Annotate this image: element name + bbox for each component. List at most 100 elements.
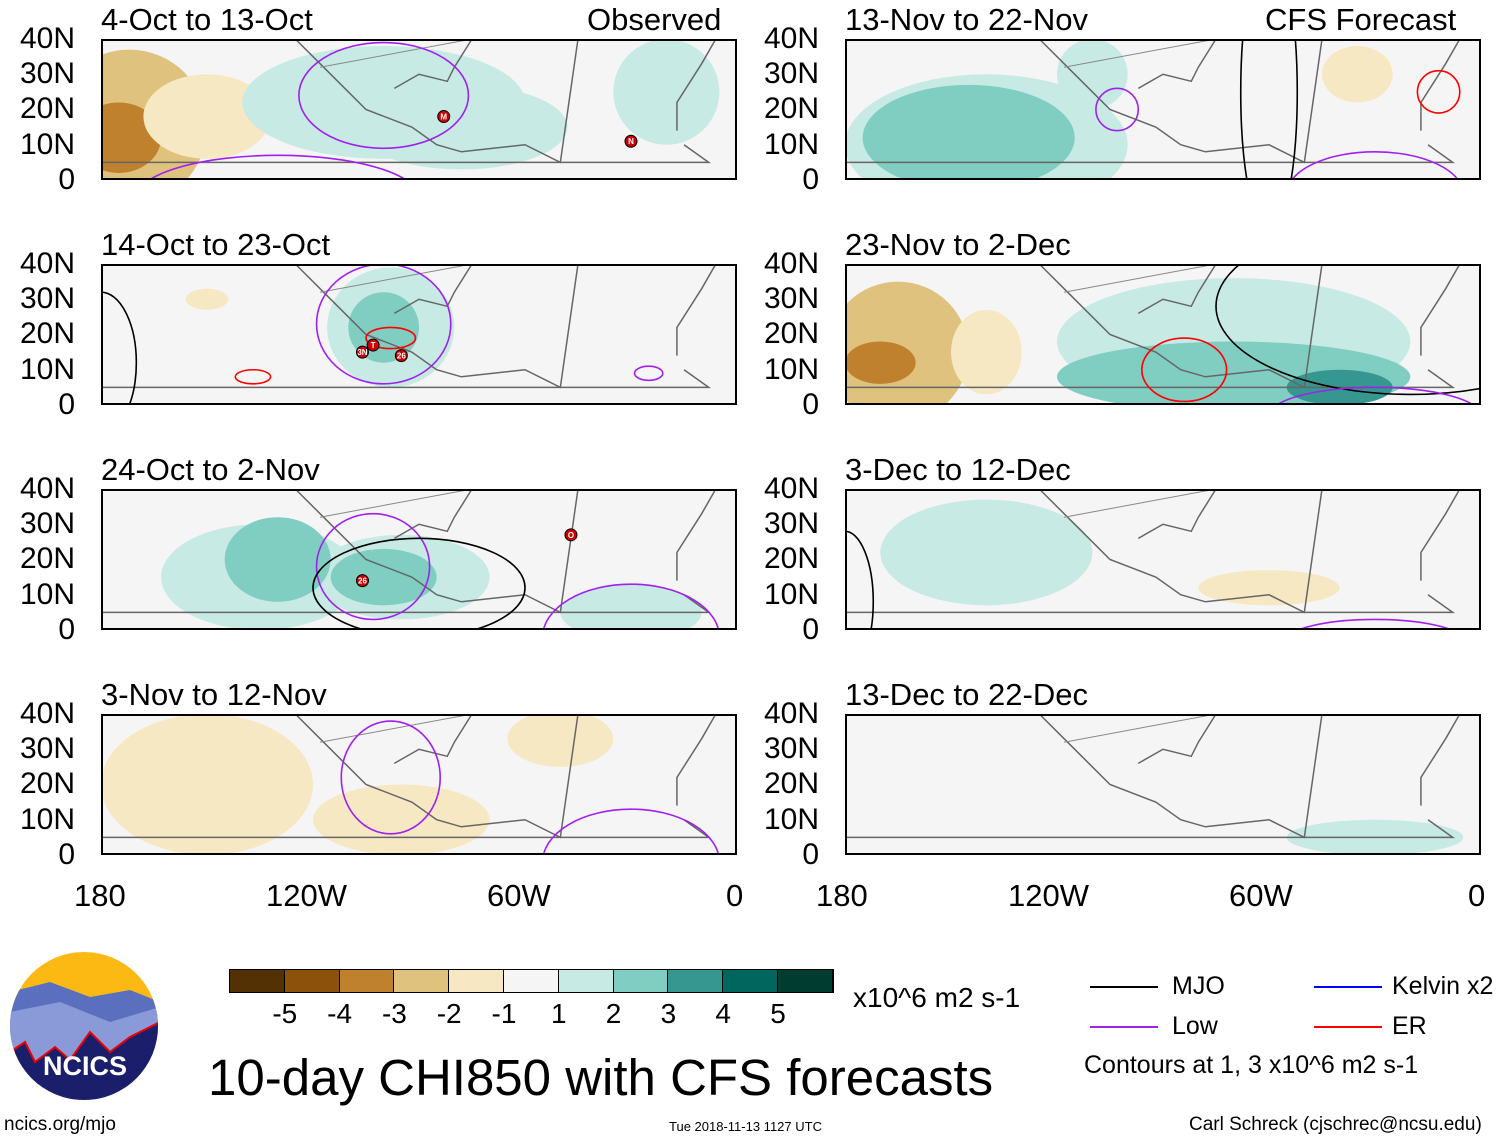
panel-frame [101, 714, 737, 855]
lat-tick: 0 [802, 837, 819, 871]
colorbar-frame [229, 969, 834, 993]
coastline [845, 39, 1461, 164]
map-panel [845, 714, 1481, 855]
lon-tick: 0 [726, 878, 744, 913]
colorbar-label: 3 [660, 998, 677, 1029]
legend-label: MJO [1172, 972, 1225, 1000]
lat-tick: 20N [763, 92, 819, 126]
colorbar-label: 2 [605, 998, 622, 1029]
panel-title: 23-Nov to 2-Dec [845, 227, 1071, 262]
coastline [845, 489, 1461, 614]
lat-tick: 10N [19, 802, 75, 836]
lat-tick: 20N [19, 767, 75, 801]
wave-contour [1290, 151, 1460, 180]
wave-contour [1215, 264, 1481, 396]
map-panel [845, 39, 1481, 180]
colorbar-units: x10^6 m2 s-1 [853, 982, 1021, 1013]
storm-marker-icon [355, 574, 369, 588]
lat-tick: 0 [58, 837, 75, 871]
storm-label: 26 [358, 577, 367, 586]
border-line [1063, 39, 1217, 68]
legend-low: Low [1090, 1012, 1218, 1041]
colorbar-swatch [394, 970, 450, 992]
colorbar-swatch [723, 970, 778, 992]
logo-text: NCICS [43, 1051, 127, 1081]
lat-tick: 20N [763, 767, 819, 801]
border-line [319, 39, 473, 68]
colorbar-swatch [558, 970, 614, 992]
footer-url[interactable]: ncics.org/mjo [4, 1114, 116, 1135]
wave-contour [633, 365, 664, 382]
map-panel [101, 714, 737, 855]
lat-tick: 0 [58, 162, 75, 196]
lat-tick: 30N [19, 282, 75, 316]
lat-tick: 10N [763, 127, 819, 161]
lat-tick: 10N [763, 802, 819, 836]
lon-tick: 0 [1468, 878, 1486, 913]
panel-title: 3-Dec to 12-Dec [845, 452, 1071, 487]
wave-contour [340, 720, 441, 835]
wave-contour [147, 154, 408, 180]
wave-contour [365, 326, 417, 350]
storm-label: O [568, 531, 574, 540]
coastline [101, 39, 717, 164]
legend-label: Low [1172, 1012, 1218, 1040]
panel-frame [845, 489, 1481, 630]
lat-tick: 20N [19, 317, 75, 351]
lon-tick: 180 [816, 878, 868, 913]
panel-title: 13-Dec to 22-Dec [845, 677, 1088, 712]
lat-tick: 20N [763, 317, 819, 351]
colorbar-label: -5 [272, 998, 298, 1029]
wave-contour [1239, 39, 1299, 180]
colorbar-swatch [284, 970, 340, 992]
wave-contour [234, 368, 272, 385]
colorbar-swatch [504, 970, 559, 992]
colorbar-swatch [613, 970, 669, 992]
wave-contour [315, 264, 452, 385]
ncics-logo: NCICS [10, 952, 158, 1100]
lat-tick: 30N [19, 57, 75, 91]
lat-tick: 30N [763, 57, 819, 91]
panel-frame [845, 714, 1481, 855]
storm-marker-icon [564, 528, 578, 542]
storm-marker-icon [366, 338, 380, 352]
legend-label: Kelvin x2 [1392, 972, 1494, 1000]
colorbar-swatch [230, 970, 285, 992]
lat-tick: 40N [763, 22, 819, 55]
chi850-anomaly-region [613, 39, 720, 145]
contours-note: Contours at 1, 3 x10^6 m2 s-1 [1084, 1051, 1419, 1079]
forecast-label: CFS Forecast [1265, 2, 1457, 37]
colorbar-swatch [449, 970, 504, 992]
chi850-anomaly-region [560, 584, 702, 630]
colorbar-swatch [778, 970, 833, 992]
chi850-anomaly-region [355, 84, 568, 170]
wave-contour [101, 291, 138, 405]
chi850-anomaly-region [845, 341, 916, 384]
legend-er: ER [1314, 1012, 1427, 1041]
lon-tick: 120W [1008, 878, 1089, 913]
panel-title: 4-Oct to 13-Oct [101, 2, 313, 37]
lon-tick: 180 [74, 878, 126, 913]
border-line [1063, 714, 1217, 743]
chi850-anomaly-region [330, 548, 437, 606]
colorbar-label: 1 [551, 998, 567, 1029]
panel-frame [845, 39, 1481, 180]
wave-contour [1416, 69, 1461, 114]
chi850-anomaly-region [143, 74, 271, 159]
wave-contour [542, 583, 720, 630]
lat-tick: 0 [802, 162, 819, 196]
lat-tick: 40N [763, 247, 819, 280]
colorbar-swatch [339, 970, 395, 992]
storm-label: 3N [357, 348, 367, 357]
border-line [1063, 489, 1217, 518]
lat-tick: 0 [802, 387, 819, 421]
observed-label: Observed [587, 2, 722, 37]
storm-label: M [440, 113, 447, 122]
map-panel [845, 264, 1481, 405]
colorbar-label: -4 [327, 998, 353, 1029]
lat-tick: 20N [763, 542, 819, 576]
colorbar-label: -1 [491, 998, 517, 1029]
panel-frame [101, 264, 737, 405]
lon-tick: 60W [1229, 878, 1293, 913]
wave-contour [1296, 618, 1454, 630]
